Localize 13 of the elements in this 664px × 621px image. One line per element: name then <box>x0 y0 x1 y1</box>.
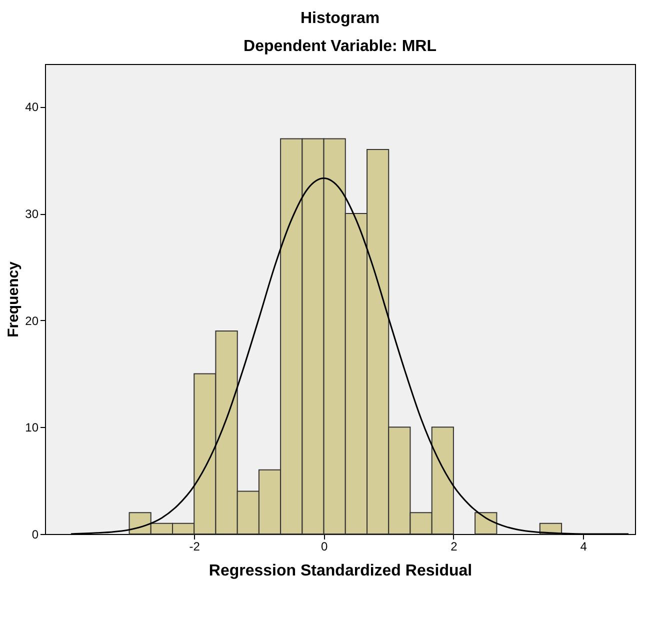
y-tick-label: 10 <box>25 420 39 435</box>
x-tick-label: -2 <box>189 540 200 554</box>
y-tick-label: 20 <box>25 314 39 328</box>
x-tick-label: 4 <box>580 540 588 554</box>
x-tick-label: 2 <box>450 540 458 554</box>
x-tick-label: 0 <box>320 540 328 554</box>
chart-subtitle: Dependent Variable: MRL <box>244 38 437 55</box>
y-tick-label: 30 <box>25 207 39 222</box>
x-axis-title: Regression Standardized Residual <box>208 562 472 580</box>
y-axis-title: Frequency <box>5 260 22 338</box>
y-tick-label: 0 <box>32 528 39 542</box>
chart-title: Histogram <box>300 10 380 27</box>
y-tick-label: 40 <box>25 100 39 114</box>
